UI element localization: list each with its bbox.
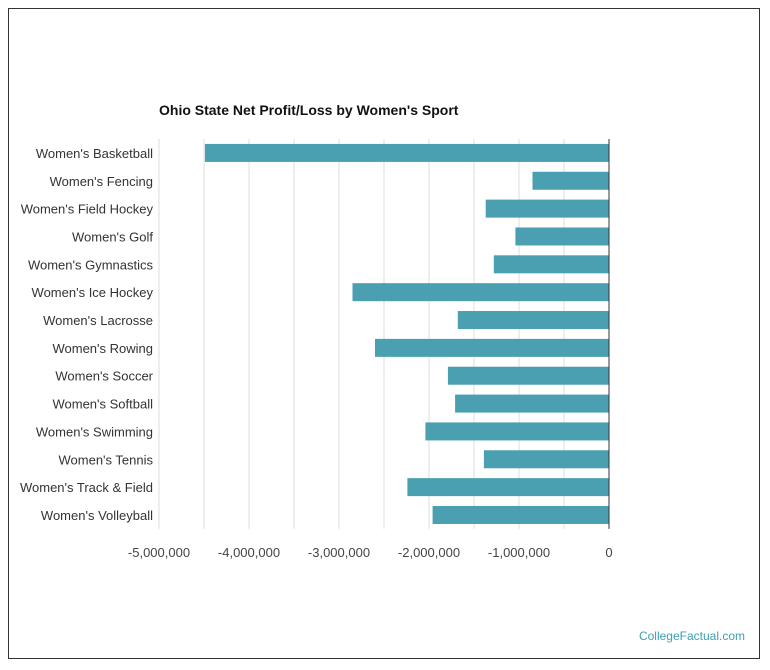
category-label: Women's Rowing	[52, 341, 153, 356]
bar[interactable]	[457, 311, 609, 330]
category-label: Women's Softball	[52, 397, 153, 412]
bar[interactable]	[204, 143, 609, 162]
bar[interactable]	[352, 283, 610, 302]
chart-frame: Ohio State Net Profit/Loss by Women's Sp…	[8, 8, 760, 659]
category-label: Women's Soccer	[55, 369, 153, 384]
category-label: Women's Field Hockey	[21, 202, 154, 217]
x-axis-ticks: -5,000,000 -4,000,000 -3,000,000 -2,000,000…	[128, 545, 613, 560]
category-label: Women's Tennis	[59, 452, 154, 467]
bar[interactable]	[447, 366, 609, 385]
x-tick-label: -5,000,000	[128, 545, 190, 560]
x-tick-label: -3,000,000	[308, 545, 370, 560]
category-label: Women's Basketball	[36, 146, 153, 161]
x-tick-label: -4,000,000	[218, 545, 280, 560]
category-label: Women's Ice Hockey	[32, 285, 154, 300]
category-label: Women's Track & Field	[20, 480, 153, 495]
x-tick-label: 0	[605, 545, 612, 560]
category-label: Women's Swimming	[36, 424, 153, 439]
grid-lines	[158, 139, 610, 529]
category-label: Women's Gymnastics	[28, 257, 154, 272]
bar[interactable]	[485, 199, 609, 218]
category-labels: Women's Basketball Women's Fencing Women's…	[20, 146, 154, 523]
bar[interactable]	[493, 255, 609, 274]
category-label: Women's Golf	[72, 229, 153, 244]
bar[interactable]	[455, 394, 609, 413]
bar[interactable]	[432, 505, 609, 524]
x-tick-label: -2,000,000	[398, 545, 460, 560]
bar[interactable]	[483, 450, 609, 469]
bars	[204, 143, 610, 524]
category-label: Women's Volleyball	[41, 508, 153, 523]
bar[interactable]	[407, 478, 609, 497]
category-label: Women's Fencing	[50, 174, 153, 189]
category-label: Women's Lacrosse	[43, 313, 153, 328]
chart-title: Ohio State Net Profit/Loss by Women's Sp…	[159, 102, 459, 118]
watermark: CollegeFactual.com	[638, 629, 745, 643]
bar[interactable]	[515, 227, 609, 246]
bar[interactable]	[425, 422, 609, 441]
bar[interactable]	[532, 171, 610, 190]
bar-chart: Ohio State Net Profit/Loss by Women's Sp…	[20, 102, 613, 560]
bar[interactable]	[375, 338, 609, 357]
x-tick-label: -1,000,000	[488, 545, 550, 560]
